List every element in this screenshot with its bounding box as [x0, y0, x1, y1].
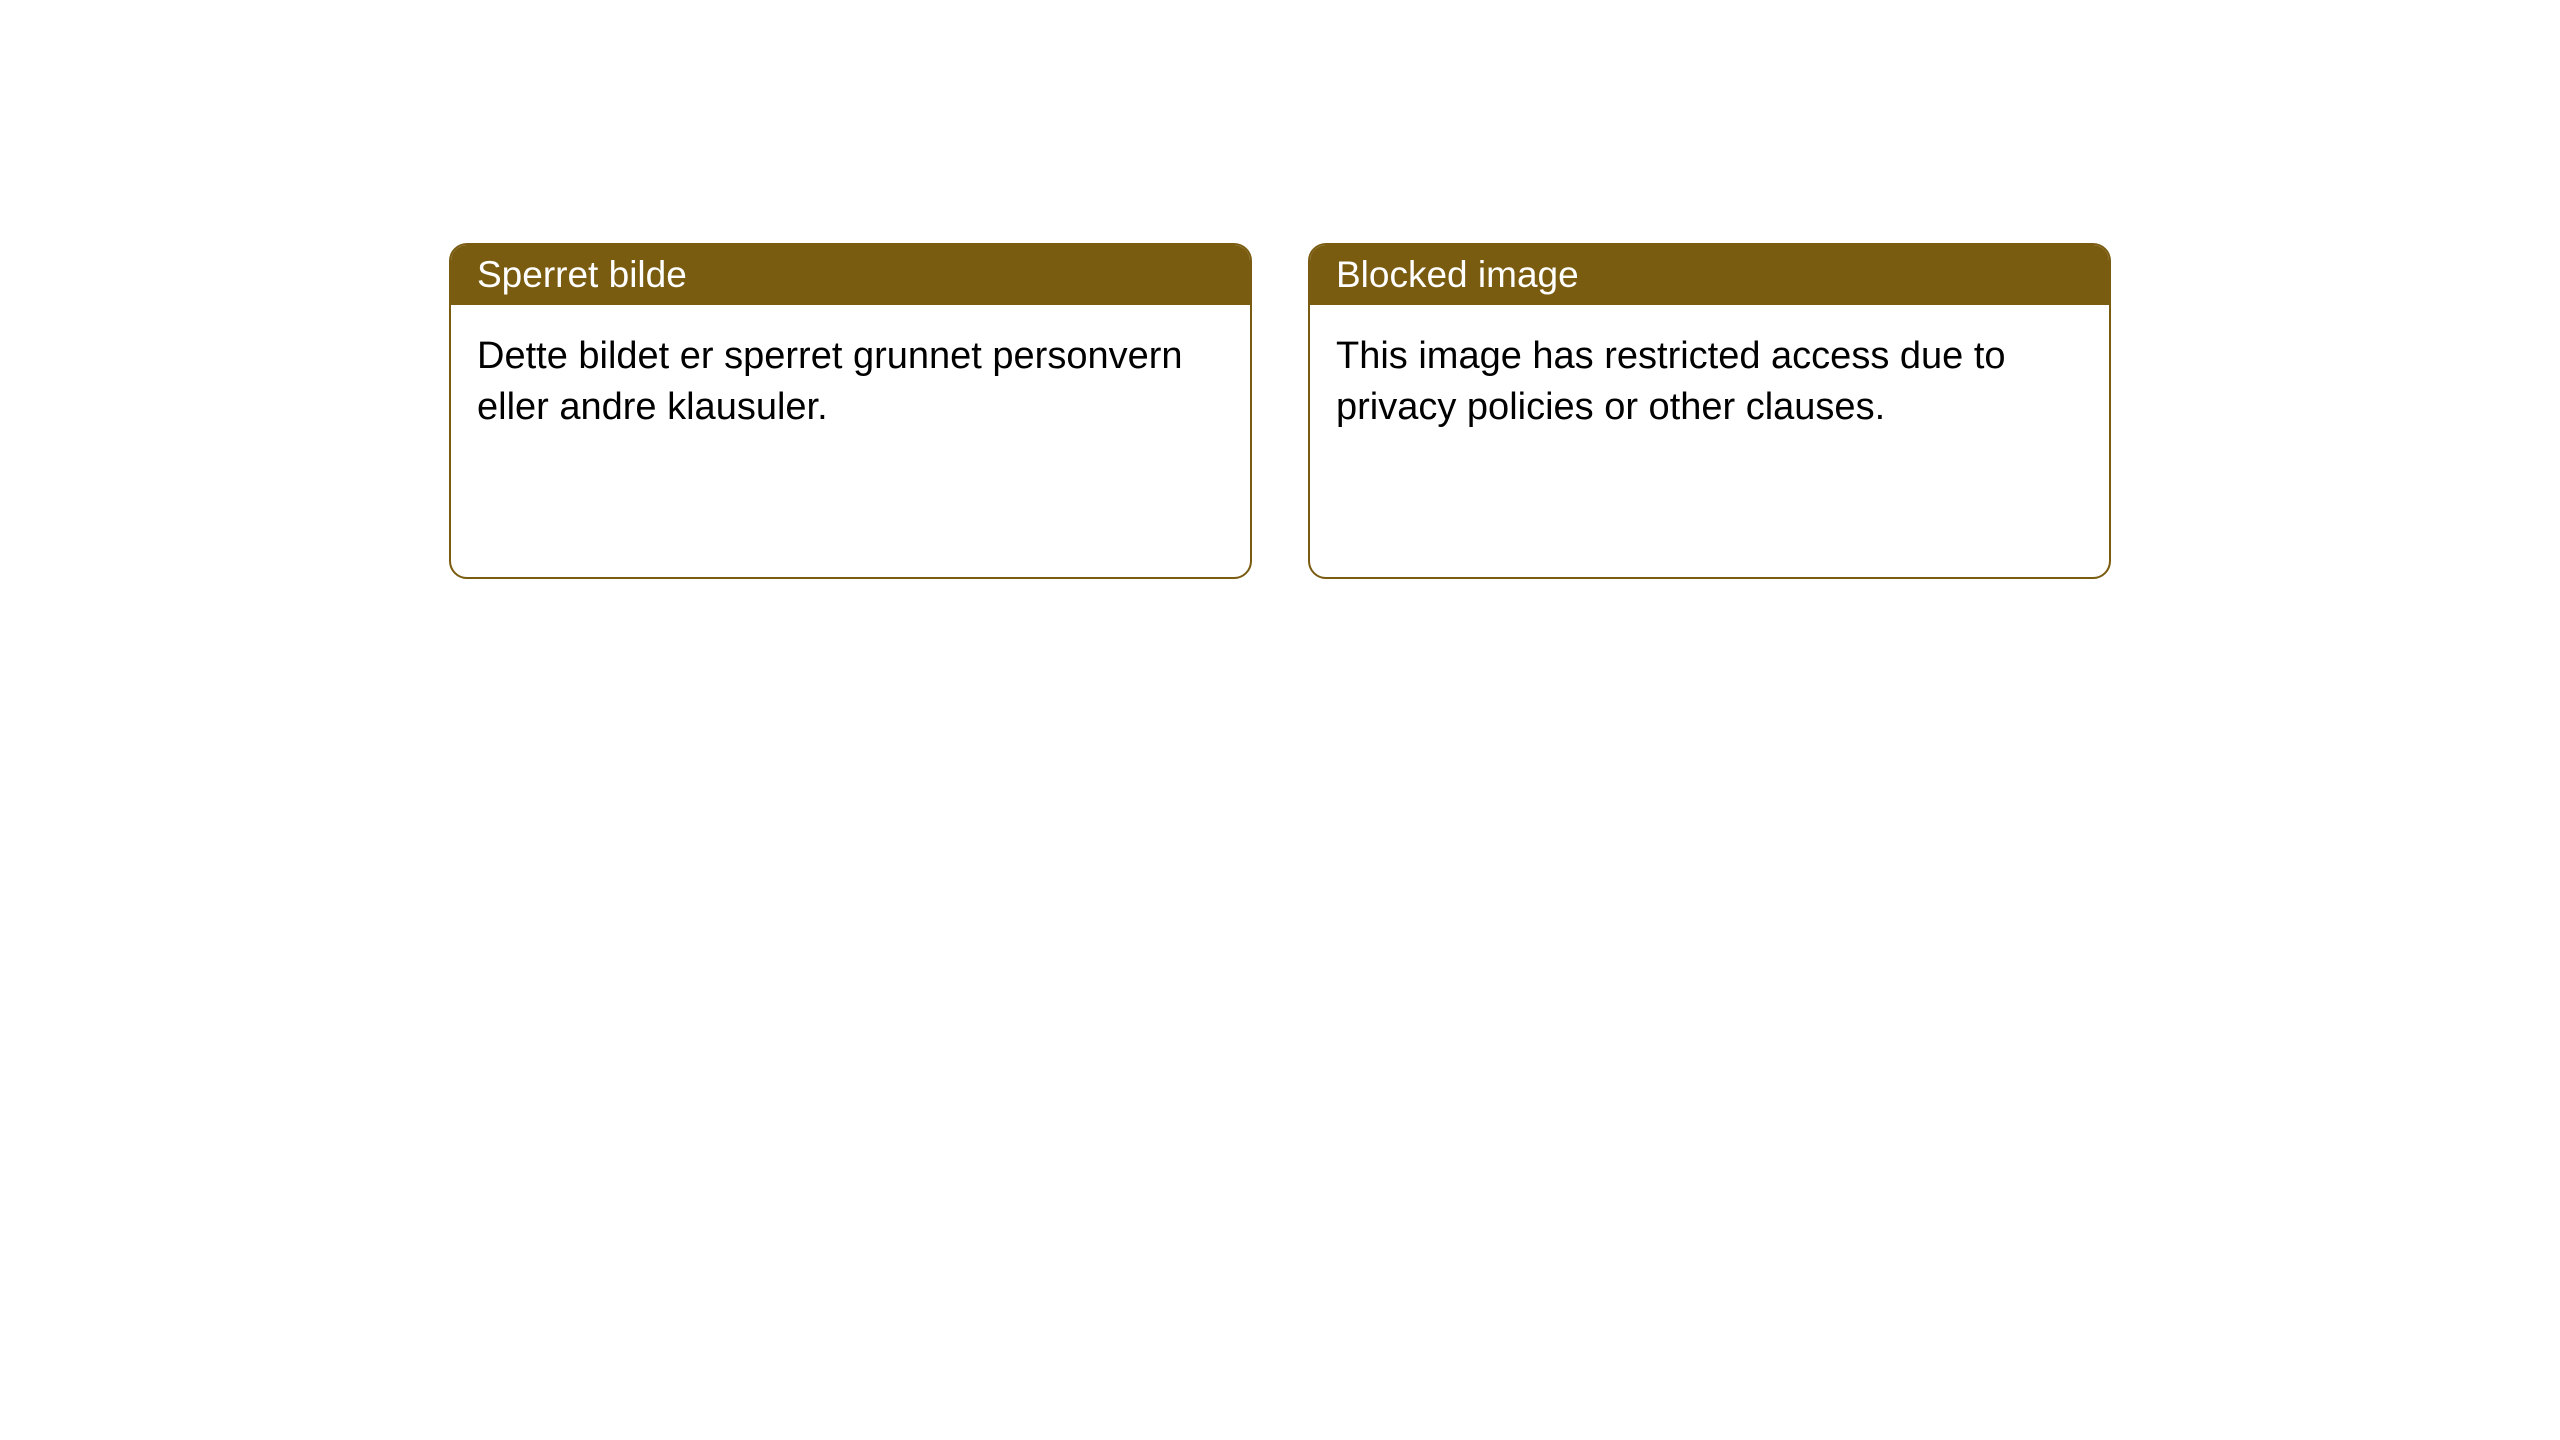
notice-title-english: Blocked image: [1336, 254, 1579, 296]
notice-body-norwegian: Dette bildet er sperret grunnet personve…: [451, 305, 1250, 460]
notice-text-english: This image has restricted access due to …: [1336, 335, 2006, 428]
notice-body-english: This image has restricted access due to …: [1310, 305, 2109, 460]
notice-text-norwegian: Dette bildet er sperret grunnet personve…: [477, 335, 1183, 428]
notice-box-norwegian: Sperret bilde Dette bildet er sperret gr…: [449, 243, 1252, 579]
notice-box-english: Blocked image This image has restricted …: [1308, 243, 2111, 579]
notice-title-norwegian: Sperret bilde: [477, 254, 687, 296]
notice-header-english: Blocked image: [1310, 245, 2109, 305]
notice-header-norwegian: Sperret bilde: [451, 245, 1250, 305]
notices-container: Sperret bilde Dette bildet er sperret gr…: [0, 0, 2560, 579]
